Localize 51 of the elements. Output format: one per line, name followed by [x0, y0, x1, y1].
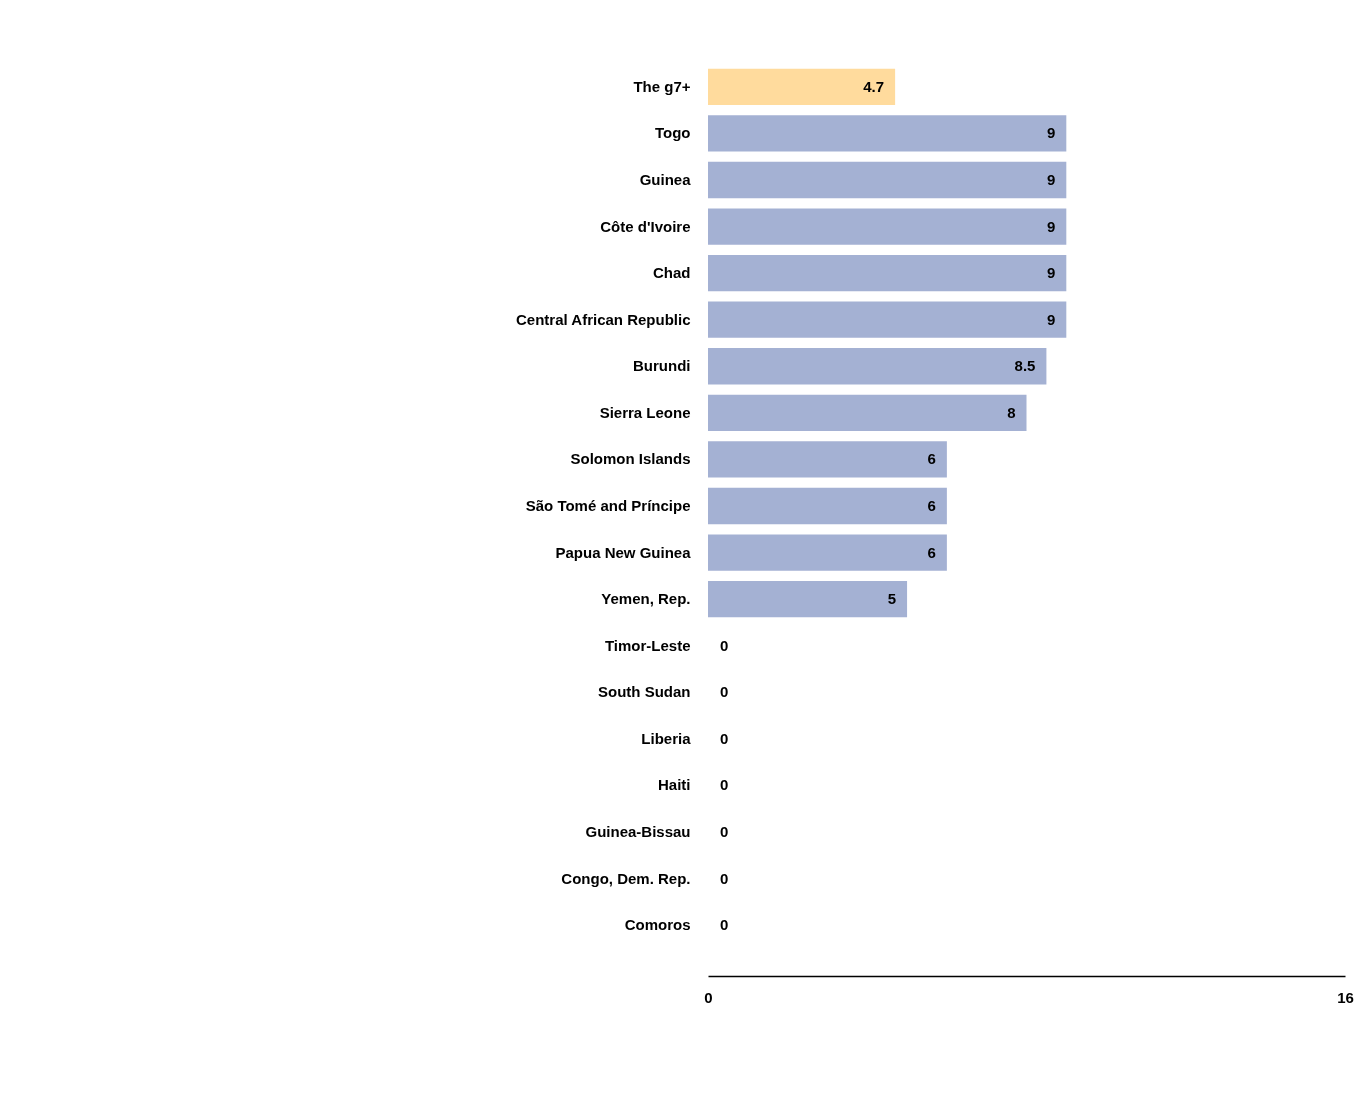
bar: [708, 487, 947, 525]
bar: [708, 394, 1027, 432]
y-tick-label: Congo, Dem. Rep.: [561, 869, 691, 887]
y-tick-label: Burundi: [633, 357, 691, 375]
y-tick-label: Sierra Leone: [599, 403, 691, 421]
data-label: 9: [1046, 264, 1056, 282]
data-label: 8.5: [1014, 357, 1036, 375]
data-label: 0: [720, 869, 729, 887]
data-label: 9: [1046, 310, 1056, 328]
bar: [708, 254, 1067, 292]
y-tick-label: South Sudan: [598, 683, 691, 701]
y-tick-label: Guinea: [639, 170, 692, 188]
data-label: 0: [720, 916, 729, 934]
data-label: 5: [887, 590, 897, 608]
data-label: 8: [1007, 403, 1016, 421]
data-label: 9: [1046, 124, 1056, 142]
y-tick-label: Togo: [654, 124, 691, 142]
y-tick-label: Liberia: [641, 729, 692, 747]
y-tick-label: Central African Republic: [516, 310, 691, 328]
data-label: 9: [1046, 217, 1056, 235]
y-tick-label: Yemen, Rep.: [601, 590, 691, 608]
x-tick-label: 16: [1337, 988, 1354, 1006]
y-tick-label: Papua New Guinea: [555, 543, 692, 561]
bar: [708, 534, 947, 571]
data-label: 0: [720, 636, 729, 654]
y-tick-label: Côte d'Ivoire: [600, 217, 691, 235]
bar: [708, 348, 1047, 385]
data-label: 4.7: [863, 77, 885, 95]
y-tick-label: Solomon Islands: [570, 450, 691, 468]
y-tick-label: Comoros: [624, 916, 691, 934]
data-label: 0: [720, 683, 729, 701]
data-label: 6: [927, 497, 936, 514]
data-label: 0: [720, 729, 729, 747]
data-label: 9: [1046, 170, 1056, 188]
y-tick-label: São Tomé and Príncipe: [525, 497, 691, 514]
y-tick-label: Haiti: [657, 776, 691, 794]
bar: [708, 68, 896, 105]
y-tick-label: Timor-Leste: [604, 636, 691, 654]
data-label: 0: [720, 823, 729, 841]
bar: [708, 161, 1067, 199]
bar: [708, 301, 1067, 338]
y-tick-label: Guinea-Bissau: [585, 823, 691, 841]
bar: [708, 208, 1067, 245]
y-tick-label: Chad: [653, 264, 691, 282]
bar: [708, 580, 908, 618]
data-label: 0: [720, 776, 729, 794]
bar: [708, 441, 947, 478]
data-label: 6: [927, 543, 936, 561]
bar: [708, 115, 1067, 152]
y-tick-label: The g7+: [633, 77, 691, 95]
data-label: 6: [927, 450, 936, 468]
